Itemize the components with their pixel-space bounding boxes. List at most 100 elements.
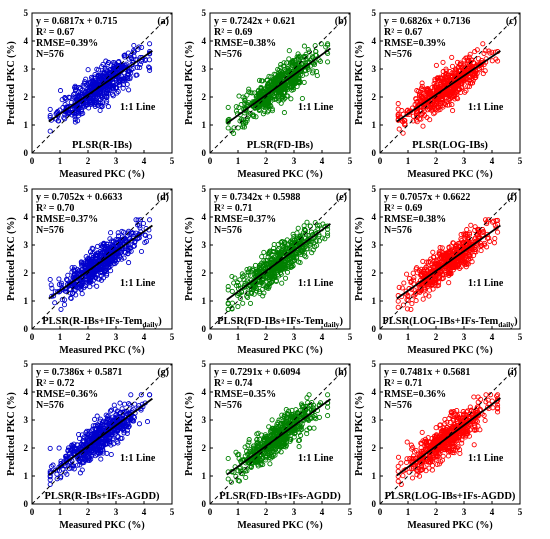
data-point xyxy=(254,431,260,437)
data-point xyxy=(70,106,76,112)
y-tick-label: 2 xyxy=(372,92,377,102)
data-point xyxy=(57,107,63,113)
data-point xyxy=(246,89,252,95)
data-point xyxy=(430,286,436,292)
data-point xyxy=(114,427,121,433)
r-squared: R² = 0.72 xyxy=(36,378,74,389)
data-point xyxy=(256,268,263,274)
data-point xyxy=(443,90,449,96)
data-point xyxy=(439,93,445,100)
data-point xyxy=(94,413,100,419)
data-point xyxy=(314,69,320,75)
data-point xyxy=(294,54,300,60)
data-point xyxy=(48,463,54,470)
method-subscript: daily xyxy=(324,320,340,329)
data-point xyxy=(142,240,148,246)
data-point xyxy=(77,281,83,287)
method-name: PLSR(FD-IBs+IFs-Tem xyxy=(217,316,324,327)
r-squared: R² = 0.74 xyxy=(214,378,252,389)
x-tick-label: 4 xyxy=(490,156,495,166)
data-point xyxy=(395,111,401,117)
data-point xyxy=(420,123,426,129)
data-point xyxy=(301,250,307,256)
data-point xyxy=(147,234,153,240)
data-point xyxy=(440,59,446,65)
data-point xyxy=(451,85,457,91)
data-point xyxy=(456,72,462,78)
data-point xyxy=(56,445,62,451)
data-point xyxy=(57,88,64,94)
data-point xyxy=(47,477,53,483)
data-point xyxy=(493,218,499,224)
data-point xyxy=(147,57,153,63)
data-point xyxy=(289,407,295,413)
data-point xyxy=(480,71,486,77)
y-tick-label: 5 xyxy=(24,184,29,194)
data-point xyxy=(477,244,483,250)
data-point xyxy=(260,111,266,117)
data-point xyxy=(264,451,271,457)
data-point xyxy=(69,465,75,471)
data-point xyxy=(310,247,316,253)
r-squared: R² = 0.70 xyxy=(36,203,74,214)
regression-line xyxy=(396,50,501,123)
data-point xyxy=(404,271,410,277)
data-point xyxy=(256,436,262,442)
data-point xyxy=(441,79,447,85)
x-tick-label: 2 xyxy=(264,332,269,342)
data-point xyxy=(297,407,303,414)
data-point xyxy=(58,306,64,312)
data-point xyxy=(90,246,96,252)
data-point xyxy=(396,126,402,132)
x-tick-label: 2 xyxy=(264,156,269,166)
x-axis-title: Measured PKC (%) xyxy=(237,345,322,356)
data-point xyxy=(304,219,310,225)
data-point xyxy=(291,434,297,440)
data-point xyxy=(131,49,137,55)
y-tick-label: 1 xyxy=(24,471,29,481)
x-tick-label: 1 xyxy=(58,156,63,166)
data-point xyxy=(279,280,285,286)
data-point xyxy=(278,85,284,91)
data-point xyxy=(118,72,124,79)
data-point xyxy=(265,109,271,115)
r-squared: R² = 0.69 xyxy=(384,203,422,214)
data-point xyxy=(446,280,452,286)
data-point xyxy=(473,249,479,255)
data-point xyxy=(98,93,104,99)
method-suffix: ) xyxy=(514,316,518,327)
data-point xyxy=(126,87,132,93)
data-point xyxy=(301,43,307,49)
data-point xyxy=(437,245,443,251)
data-point xyxy=(238,470,244,476)
data-point xyxy=(75,462,81,468)
data-point xyxy=(455,64,461,70)
data-point xyxy=(52,300,58,306)
data-point xyxy=(73,292,79,298)
data-point xyxy=(56,464,62,470)
data-point xyxy=(115,230,121,236)
data-point xyxy=(395,298,401,304)
data-point xyxy=(433,62,439,68)
data-point xyxy=(276,252,282,258)
data-point xyxy=(252,100,258,106)
data-point xyxy=(423,292,429,298)
data-point xyxy=(125,71,132,77)
data-point xyxy=(137,217,144,223)
data-point xyxy=(325,233,331,239)
data-point xyxy=(256,107,262,113)
data-point xyxy=(126,260,132,266)
x-tick-label: 0 xyxy=(30,156,35,166)
y-tick-label: 3 xyxy=(24,240,29,250)
data-point xyxy=(107,72,113,78)
data-point xyxy=(122,52,128,59)
x-tick-label: 1 xyxy=(236,156,241,166)
data-point xyxy=(107,408,113,414)
data-point xyxy=(92,266,98,272)
data-point xyxy=(303,71,309,77)
data-point xyxy=(98,254,104,260)
data-point xyxy=(437,261,444,267)
data-point xyxy=(233,282,239,289)
method-name: PLSR(LOG-IBs+IFs-Tem xyxy=(382,316,498,327)
